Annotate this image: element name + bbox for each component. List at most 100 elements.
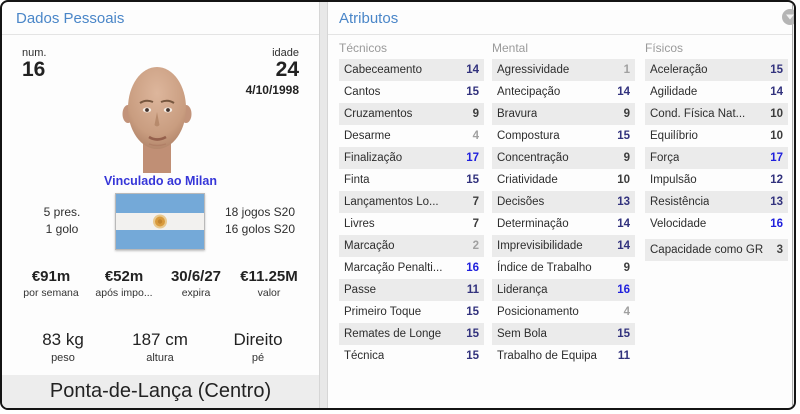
attribute-label: Imprevisibilidade [497,240,583,252]
attribute-rows: Cabeceamento 14 Cantos 15 Cruzamentos 9 Desarm… [339,59,484,367]
attribute-rows: Agressividade 1 Antecipação 14 Bravura 9 Compo… [492,59,635,367]
shirt-number-value: 16 [22,58,46,81]
player-portrait-image [113,52,201,173]
attribute-row[interactable]: Desarme 4 [339,125,484,147]
attribute-row[interactable]: Passe 11 [339,279,484,301]
collapse-panel-button[interactable] [782,9,794,25]
attribute-value: 15 [466,328,479,340]
after-tax-value: €52m [104,268,144,285]
attribute-row[interactable]: Cond. Física Nat... 10 [645,103,788,125]
attribute-row[interactable]: Agilidade 14 [645,81,788,103]
attribute-row[interactable]: Concentração 9 [492,147,635,169]
attribute-row[interactable]: Finalização 17 [339,147,484,169]
attribute-row[interactable]: Liderança 16 [492,279,635,301]
attribute-row[interactable]: Marcação Penalti... 16 [339,257,484,279]
attribute-row[interactable]: Finta 15 [339,169,484,191]
contract-expiry-block: 30/6/27 expira [159,268,233,299]
attributes-panel-title: Atributos [328,2,792,35]
weight-block: 83 kg peso [23,330,103,364]
attribute-rows: Aceleração 15 Agilidade 14 Cond. Física Nat.… [645,59,788,235]
attribute-row[interactable]: Lançamentos Lo... 7 [339,191,484,213]
attribute-value: 2 [472,240,479,252]
attribute-row[interactable]: Cabeceamento 14 [339,59,484,81]
attribute-column: Técnicos Cabeceamento 14 Cantos 15 Cruzament… [339,41,484,367]
attribute-row[interactable]: Bravura 9 [492,103,635,125]
attribute-row[interactable]: Equilíbrio 10 [645,125,788,147]
contract-expiry-label: expira [181,287,211,299]
weight-label: peso [51,352,75,364]
scrollbar-track[interactable] [792,2,794,408]
attribute-label: Cond. Física Nat... [650,108,746,120]
height-label: altura [146,352,174,364]
attribute-value: 10 [770,130,783,142]
market-value-block: €11.25M valor [232,268,306,299]
attribute-label: Cabeceamento [344,64,422,76]
position-bar: Ponta-de-Lança (Centro) [2,375,319,408]
weight-value: 83 kg [42,330,84,349]
attribute-row[interactable]: Aceleração 15 [645,59,788,81]
argentina-flag[interactable] [115,193,205,250]
goalkeeper-ability-row[interactable]: Capacidade como GR 3 [645,239,788,261]
height-value: 187 cm [132,330,188,349]
attribute-row[interactable]: Índice de Trabalho 9 [492,257,635,279]
attribute-label: Primeiro Toque [344,306,422,318]
attribute-row[interactable]: Compostura 15 [492,125,635,147]
attribute-row[interactable]: Livres 7 [339,213,484,235]
attribute-label: Sem Bola [497,328,547,340]
wage-value: €91m [31,268,71,285]
attribute-value: 10 [770,108,783,120]
attribute-row[interactable]: Determinação 14 [492,213,635,235]
attribute-label: Trabalho de Equipa [497,350,597,362]
attribute-row[interactable]: Antecipação 14 [492,81,635,103]
attribute-row[interactable]: Técnica 15 [339,345,484,367]
attribute-row[interactable]: Agressividade 1 [492,59,635,81]
attribute-value: 11 [466,284,479,296]
shirt-number-label: num. [22,47,47,59]
attribute-row[interactable]: Criatividade 10 [492,169,635,191]
attribute-label: Cantos [344,86,381,98]
attribute-row[interactable]: Velocidade 16 [645,213,788,235]
attribute-row[interactable]: Posicionamento 4 [492,301,635,323]
attribute-column-header: Técnicos [339,41,388,55]
attribute-label: Marcação Penalti... [344,262,443,274]
attribute-value: 4 [623,306,630,318]
attribute-row[interactable]: Remates de Longe 15 [339,323,484,345]
loan-status-link[interactable]: Vinculado ao Milan [104,174,217,188]
attribute-value: 15 [770,64,783,76]
attribute-value: 4 [472,130,479,142]
attribute-row[interactable]: Cruzamentos 9 [339,103,484,125]
attribute-row[interactable]: Impulsão 12 [645,169,788,191]
attribute-label: Lançamentos Lo... [344,196,439,208]
attribute-row[interactable]: Cantos 15 [339,81,484,103]
attribute-row[interactable]: Marcação 2 [339,235,484,257]
attribute-value: 16 [466,262,479,274]
birth-date: 4/10/1998 [245,83,299,97]
age-value: 24 [275,58,299,81]
attribute-value: 15 [466,174,479,186]
attribute-row[interactable]: Força 17 [645,147,788,169]
attribute-label: Liderança [497,284,548,296]
attribute-row[interactable]: Trabalho de Equipa 11 [492,345,635,367]
foot-label: pé [251,352,265,364]
attribute-label: Força [650,152,680,164]
attribute-row[interactable]: Sem Bola 15 [492,323,635,345]
attribute-value: 16 [770,218,783,230]
attribute-label: Bravura [497,108,538,120]
market-value: €11.25M [240,268,298,285]
attribute-value: 1 [623,64,630,76]
contract-expiry-value: 30/6/27 [170,268,222,285]
attribute-value: 10 [617,174,630,186]
attribute-row[interactable]: Decisões 13 [492,191,635,213]
attribute-row[interactable]: Primeiro Toque 15 [339,301,484,323]
after-tax-label: após impo... [95,287,153,299]
attribute-row[interactable]: Resistência 13 [645,191,788,213]
attribute-value: 12 [770,174,783,186]
attribute-label: Antecipação [497,86,561,98]
attribute-label: Remates de Longe [344,328,442,340]
attribute-value: 13 [617,196,630,208]
attribute-row[interactable]: Imprevisibilidade 14 [492,235,635,257]
personal-panel-title: Dados Pessoais [2,2,319,35]
attribute-value: 9 [472,108,479,120]
attribute-label: Equilíbrio [650,130,698,142]
